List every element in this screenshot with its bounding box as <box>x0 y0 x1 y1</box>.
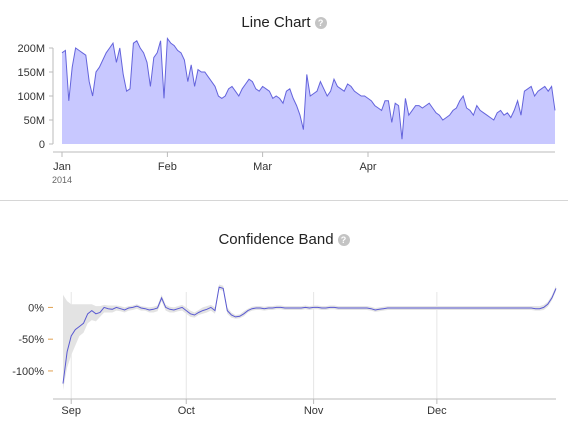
y-tick-label: -100% <box>12 366 44 378</box>
series-area <box>62 38 555 144</box>
band-chart-title: Confidence Band <box>218 231 334 248</box>
line-chart-title: Line Chart <box>241 14 311 31</box>
x-tick-label: Oct <box>178 405 195 417</box>
panel-divider <box>0 200 568 201</box>
x-tick-label: Jan <box>53 161 71 173</box>
band-chart-svg: 0% -50% -100% Sep Oct Nov Dec <box>12 284 557 417</box>
x-tick-label: Sep <box>61 405 81 417</box>
y-tick-label: -50% <box>18 334 44 346</box>
x-tick-label: Mar <box>253 161 272 173</box>
band-chart-title-row: Confidence Band? <box>0 231 568 248</box>
help-icon[interactable]: ? <box>337 234 350 246</box>
help-icon[interactable]: ? <box>314 17 327 29</box>
x-tick-label: Dec <box>427 405 447 417</box>
x-tick-label: Apr <box>359 161 376 173</box>
line-chart-title-row: Line Chart? <box>0 14 568 31</box>
confidence-band-panel: Confidence Band? 0% -50% -100% Sep Oct Nov Dec <box>0 202 568 441</box>
y-tick-label: 150M <box>17 67 45 79</box>
series-line <box>62 286 557 384</box>
x-tick-label: Feb <box>158 161 177 173</box>
y-tick-label: 0% <box>28 302 44 314</box>
confidence-band <box>63 284 556 390</box>
y-tick-label: 200M <box>17 43 45 55</box>
line-chart-svg: 0 50M 100M 150M 200M Jan Feb Mar Apr 2014 <box>17 36 556 185</box>
y-tick-label: 50M <box>24 115 45 127</box>
x-tick-year-label: 2014 <box>52 175 72 185</box>
x-tick-label: Nov <box>304 405 324 417</box>
line-chart-panel: Line Chart? 0 50M 100M 150M 200M Jan Feb Mar Apr… <box>0 0 568 200</box>
y-tick-label: 0 <box>39 139 45 151</box>
series-line <box>61 36 556 140</box>
y-tick-label: 100M <box>17 91 45 103</box>
